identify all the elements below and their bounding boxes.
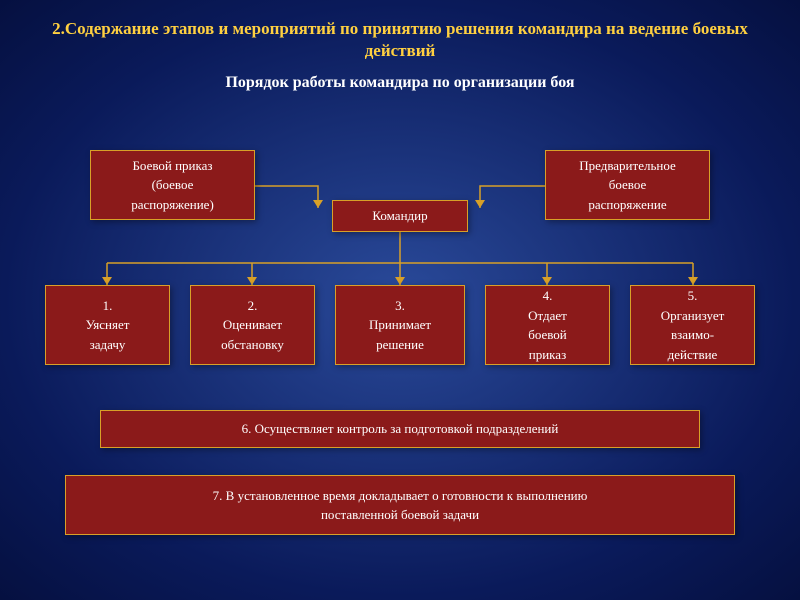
box-step4: 4.Отдаетбоевойприказ	[485, 285, 610, 365]
box-line: 1.	[103, 296, 113, 316]
box-line: обстановку	[221, 335, 284, 355]
box-line: 2.	[248, 296, 258, 316]
box-step7: 7. В установленное время докладывает о г…	[65, 475, 735, 535]
box-line: боевое	[609, 175, 647, 195]
box-top_right: Предварительноебоевоераспоряжение	[545, 150, 710, 220]
box-step6: 6. Осуществляет контроль за подготовкой …	[100, 410, 700, 448]
box-line: приказ	[529, 345, 566, 365]
box-step1: 1.Уясняетзадачу	[45, 285, 170, 365]
box-line: взаимо-	[671, 325, 714, 345]
box-line: Принимает	[369, 315, 431, 335]
page-title: 2.Содержание этапов и мероприятий по при…	[0, 0, 800, 68]
box-line: Отдает	[528, 306, 567, 326]
box-line: 7. В установленное время докладывает о г…	[213, 486, 588, 506]
box-line: задачу	[90, 335, 126, 355]
box-line: 5.	[688, 286, 698, 306]
box-line: Организует	[661, 306, 725, 326]
box-line: Командир	[372, 206, 427, 226]
box-step5: 5.Организуетвзаимо-действие	[630, 285, 755, 365]
box-line: распоряжение)	[131, 195, 214, 215]
box-line: решение	[376, 335, 424, 355]
box-line: действие	[668, 345, 718, 365]
box-step2: 2.Оцениваетобстановку	[190, 285, 315, 365]
box-line: 3.	[395, 296, 405, 316]
box-line: 6. Осуществляет контроль за подготовкой …	[242, 419, 559, 439]
box-line: Боевой приказ	[132, 156, 212, 176]
page-subtitle: Порядок работы командира по организации …	[0, 68, 800, 102]
box-top_left: Боевой приказ(боевоераспоряжение)	[90, 150, 255, 220]
box-line: 4.	[543, 286, 553, 306]
box-line: поставленной боевой задачи	[321, 505, 479, 525]
box-line: Уясняет	[86, 315, 130, 335]
box-line: распоряжение	[588, 195, 666, 215]
box-line: Оценивает	[223, 315, 282, 335]
box-commander: Командир	[332, 200, 468, 232]
box-line: Предварительное	[579, 156, 676, 176]
box-line: боевой	[528, 325, 567, 345]
box-step3: 3.Принимаетрешение	[335, 285, 465, 365]
box-line: (боевое	[152, 175, 194, 195]
